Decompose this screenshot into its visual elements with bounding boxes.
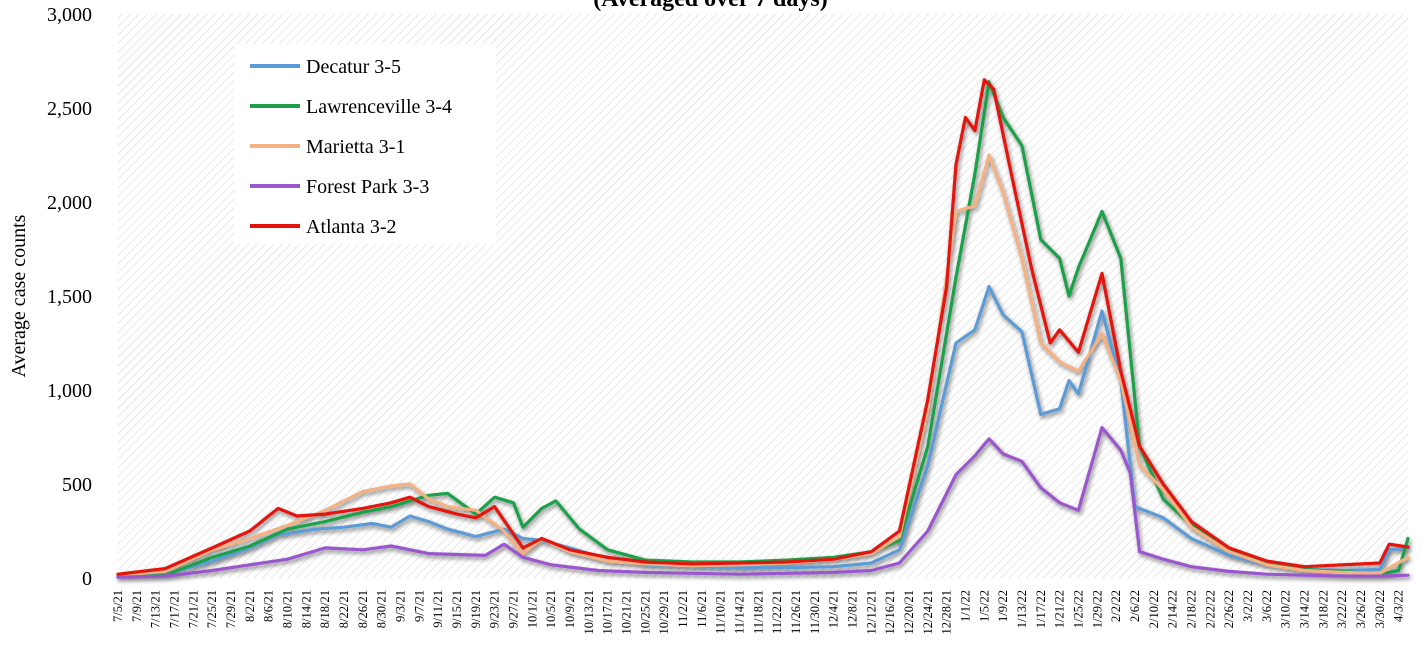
x-tick-label: 3/10/22	[1279, 590, 1293, 628]
legend-label: Lawrenceville 3-4	[306, 96, 452, 118]
x-tick-label: 8/14/21	[299, 590, 313, 628]
x-tick-label: 11/18/21	[751, 590, 765, 634]
y-tick-label: 3,000	[47, 4, 92, 26]
x-tick-label: 3/2/22	[1241, 590, 1255, 622]
x-tick-label: 7/21/21	[186, 590, 200, 628]
series-line	[116, 78, 1410, 576]
y-tick-label: 500	[62, 474, 92, 496]
series-line	[116, 426, 1410, 579]
x-tick-label: 12/28/21	[940, 590, 954, 634]
x-tick-label: 3/6/22	[1260, 590, 1274, 622]
x-tick-label: 1/21/22	[1053, 590, 1067, 628]
x-tick-label: 3/26/22	[1354, 590, 1368, 628]
x-tick-label: 7/5/21	[111, 590, 125, 622]
y-tick-label: 2,500	[47, 98, 92, 120]
x-tick-label: 3/30/22	[1373, 590, 1387, 628]
x-tick-label: 1/13/22	[1015, 590, 1029, 628]
x-tick-label: 10/17/21	[601, 590, 615, 634]
x-axis: 7/5/21 7/9/21 7/13/21 7/17/21 7/21/21 7/25/21…	[111, 590, 1406, 634]
x-tick-label: 7/13/21	[149, 590, 163, 628]
x-tick-label: 8/26/21	[356, 590, 370, 628]
legend: Decatur 3-5 Lawrenceville 3-4 Marietta 3-1…	[234, 44, 496, 244]
x-tick-label: 10/21/21	[619, 590, 633, 634]
chart-title: (Averaged over 7 days)	[0, 0, 1421, 13]
x-tick-label: 2/22/22	[1203, 590, 1217, 628]
x-tick-label: 2/26/22	[1222, 590, 1236, 628]
y-tick-label: 0	[82, 568, 92, 590]
legend-label: Forest Park 3-3	[306, 176, 429, 198]
x-tick-label: 1/17/22	[1034, 590, 1048, 628]
x-tick-label: 9/3/21	[393, 590, 407, 622]
y-tick-label: 1,500	[47, 286, 92, 308]
legend-label: Decatur 3-5	[306, 56, 401, 78]
x-tick-label: 8/10/21	[280, 590, 294, 628]
x-tick-label: 7/25/21	[205, 590, 219, 628]
x-tick-label: 9/15/21	[450, 590, 464, 628]
y-tick-label: 2,000	[47, 192, 92, 214]
x-tick-label: 3/22/22	[1335, 590, 1349, 628]
x-tick-label: 10/13/21	[582, 590, 596, 634]
x-tick-label: 1/5/22	[977, 590, 991, 622]
y-axis: 0 500 1,000 1,500 2,000 2,500 3,000	[47, 4, 92, 590]
x-tick-label: 12/8/21	[845, 590, 859, 628]
series-lines	[116, 78, 1410, 579]
x-tick-label: 12/4/21	[827, 590, 841, 628]
x-tick-label: 2/2/22	[1109, 590, 1123, 622]
x-tick-label: 12/16/21	[883, 590, 897, 634]
x-tick-label: 9/23/21	[488, 590, 502, 628]
x-tick-label: 10/1/21	[525, 590, 539, 628]
x-tick-label: 7/29/21	[224, 590, 238, 628]
x-tick-label: 11/2/21	[676, 590, 690, 628]
x-tick-label: 9/11/21	[431, 590, 445, 628]
x-tick-label: 8/2/21	[243, 590, 257, 622]
x-tick-label: 9/19/21	[469, 590, 483, 628]
x-tick-label: 11/22/21	[770, 590, 784, 634]
x-tick-label: 8/30/21	[375, 590, 389, 628]
x-tick-label: 1/1/22	[958, 590, 972, 622]
series-line	[116, 285, 1410, 578]
x-tick-label: 2/10/22	[1147, 590, 1161, 628]
x-tick-label: 11/26/21	[789, 590, 803, 634]
x-tick-label: 8/6/21	[262, 590, 276, 622]
x-tick-label: 12/12/21	[864, 590, 878, 634]
x-tick-label: 11/14/21	[732, 590, 746, 634]
x-tick-label: 7/9/21	[130, 590, 144, 622]
y-axis-label: Average case counts	[8, 214, 30, 377]
y-tick-label: 1,000	[47, 380, 92, 402]
x-tick-label: 7/17/21	[167, 590, 181, 628]
legend-label: Marietta 3-1	[306, 136, 405, 158]
x-tick-label: 10/29/21	[657, 590, 671, 634]
x-tick-label: 12/24/21	[921, 590, 935, 634]
x-tick-label: 10/9/21	[563, 590, 577, 628]
x-tick-label: 9/27/21	[506, 590, 520, 628]
x-tick-label: 1/25/22	[1071, 590, 1085, 628]
x-tick-label: 8/22/21	[337, 590, 351, 628]
x-tick-label: 2/18/22	[1184, 590, 1198, 628]
x-tick-label: 11/30/21	[808, 590, 822, 634]
x-tick-label: 3/14/22	[1297, 590, 1311, 628]
x-tick-label: 2/6/22	[1128, 590, 1142, 622]
x-tick-label: 10/25/21	[638, 590, 652, 634]
x-tick-label: 2/14/22	[1166, 590, 1180, 628]
x-tick-label: 11/10/21	[714, 590, 728, 634]
x-tick-label: 3/18/22	[1316, 590, 1330, 628]
x-tick-label: 10/5/21	[544, 590, 558, 628]
x-tick-label: 1/9/22	[996, 590, 1010, 622]
x-tick-label: 11/6/21	[695, 590, 709, 628]
x-tick-label: 8/18/21	[318, 590, 332, 628]
x-tick-label: 12/20/21	[902, 590, 916, 634]
x-tick-label: 1/29/22	[1090, 590, 1104, 628]
x-tick-label: 9/7/21	[412, 590, 426, 622]
legend-label: Atlanta 3-2	[306, 216, 397, 238]
x-tick-label: 4/3/22	[1392, 590, 1406, 622]
